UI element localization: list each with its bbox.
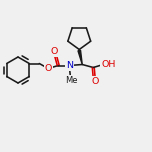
Polygon shape [78,50,82,64]
Text: O: O [92,77,99,86]
Text: N: N [66,61,73,70]
Text: O: O [45,64,52,73]
Text: O: O [51,47,58,56]
Text: Me: Me [65,76,78,85]
Text: OH: OH [101,60,116,69]
